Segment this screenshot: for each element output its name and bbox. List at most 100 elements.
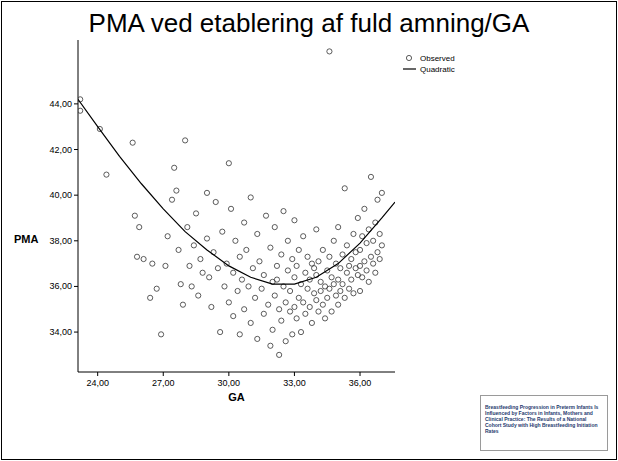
x-tick	[163, 372, 164, 376]
scatter-point	[364, 268, 369, 273]
scatter-point	[349, 256, 354, 261]
scatter-point	[261, 272, 266, 277]
scatter-point	[191, 243, 196, 248]
scatter-point	[342, 295, 347, 300]
scatter-point	[320, 247, 325, 252]
scatter-point	[246, 284, 251, 289]
scatter-point	[307, 304, 312, 309]
scatter-point	[176, 247, 181, 252]
scatter-point	[294, 316, 299, 321]
scatter-point	[228, 206, 233, 211]
scatter-point	[366, 279, 371, 284]
scatter-point	[322, 316, 327, 321]
x-tick-label: 33,00	[283, 378, 306, 388]
scatter-point	[231, 270, 236, 275]
scatter-point	[244, 247, 249, 252]
scatter-point	[325, 295, 330, 300]
x-axis-line	[78, 372, 395, 373]
title: PMA ved etablering af fuld amning/GA	[89, 8, 530, 38]
scatter-point	[148, 295, 153, 300]
scatter-point	[235, 288, 240, 293]
x-tick	[228, 372, 229, 376]
scatter-point	[340, 282, 345, 287]
scatter-point	[233, 238, 238, 243]
scatter-point	[379, 243, 384, 248]
y-axis-line	[78, 40, 79, 372]
scatter-point	[263, 213, 268, 218]
scatter-point	[218, 329, 223, 334]
scatter-point	[189, 284, 194, 289]
scatter-point	[364, 240, 369, 245]
scatter-point	[277, 352, 282, 357]
scatter-point	[318, 279, 323, 284]
scatter-point	[248, 195, 253, 200]
scatter-point	[296, 247, 301, 252]
paper-thumbnail: Breastfeeding Progression in Preterm Inf…	[480, 395, 608, 451]
scatter-point	[281, 209, 286, 214]
scatter-point	[242, 220, 247, 225]
scatter-point	[342, 186, 347, 191]
scatter-point	[187, 263, 192, 268]
scatter-point	[327, 286, 332, 291]
scatter-point	[250, 266, 255, 271]
scatter-point	[279, 318, 284, 323]
scatter-point	[213, 199, 218, 204]
slide: PMA ved etablering af fuld amning/GA34,0…	[0, 0, 618, 461]
scatter-point	[239, 277, 244, 282]
y-tick-label: 40,00	[49, 190, 72, 200]
scatter-point	[333, 293, 338, 298]
fit-line	[78, 99, 395, 284]
scatter-point	[314, 227, 319, 232]
scatter-point	[292, 275, 297, 280]
scatter-point	[268, 343, 273, 348]
scatter-point	[298, 329, 303, 334]
x-tick-label: 30,00	[218, 378, 241, 388]
scatter-point	[285, 268, 290, 273]
legend-symbol	[406, 55, 411, 60]
scatter-point	[346, 286, 351, 291]
scatter-point	[344, 243, 349, 248]
scatter-point	[226, 300, 231, 305]
x-tick-label: 36,00	[349, 378, 372, 388]
scatter-point	[338, 266, 343, 271]
scatter-point	[296, 295, 301, 300]
x-tick-label: 27,00	[152, 378, 175, 388]
scatter-point	[287, 288, 292, 293]
scatter-point	[362, 259, 367, 264]
scatter-point	[204, 190, 209, 195]
scatter-point	[290, 256, 295, 261]
scatter-point	[312, 291, 317, 296]
scatter-point	[292, 304, 297, 309]
scatter-point	[283, 339, 288, 344]
y-tick	[74, 103, 78, 104]
scatter-point	[287, 309, 292, 314]
scatter-point	[196, 293, 201, 298]
scatter-point	[130, 140, 135, 145]
y-axis-title: PMA	[14, 233, 39, 245]
scatter-point	[78, 108, 83, 113]
scatter-point	[292, 218, 297, 223]
scatter-point	[379, 190, 384, 195]
scatter-point	[290, 332, 295, 337]
scatter-point	[336, 302, 341, 307]
y-tick	[74, 240, 78, 241]
scatter-point	[180, 302, 185, 307]
scatter-point	[303, 270, 308, 275]
scatter-point	[316, 309, 321, 314]
scatter-point	[375, 250, 380, 255]
scatter-point	[174, 188, 179, 193]
scatter-point	[329, 275, 334, 280]
scatter-point	[377, 231, 382, 236]
scatter-point	[185, 225, 190, 230]
scatter-point	[371, 238, 376, 243]
scatter-point	[351, 291, 356, 296]
scatter-point	[257, 259, 262, 264]
legend-symbol	[403, 68, 416, 69]
scatter-point	[132, 213, 137, 218]
scatter-point	[314, 298, 319, 303]
scatter-point	[209, 304, 214, 309]
scatter-point	[305, 254, 310, 259]
scatter-point	[204, 236, 209, 241]
scatter-point	[237, 254, 242, 259]
scatter-point	[309, 320, 314, 325]
